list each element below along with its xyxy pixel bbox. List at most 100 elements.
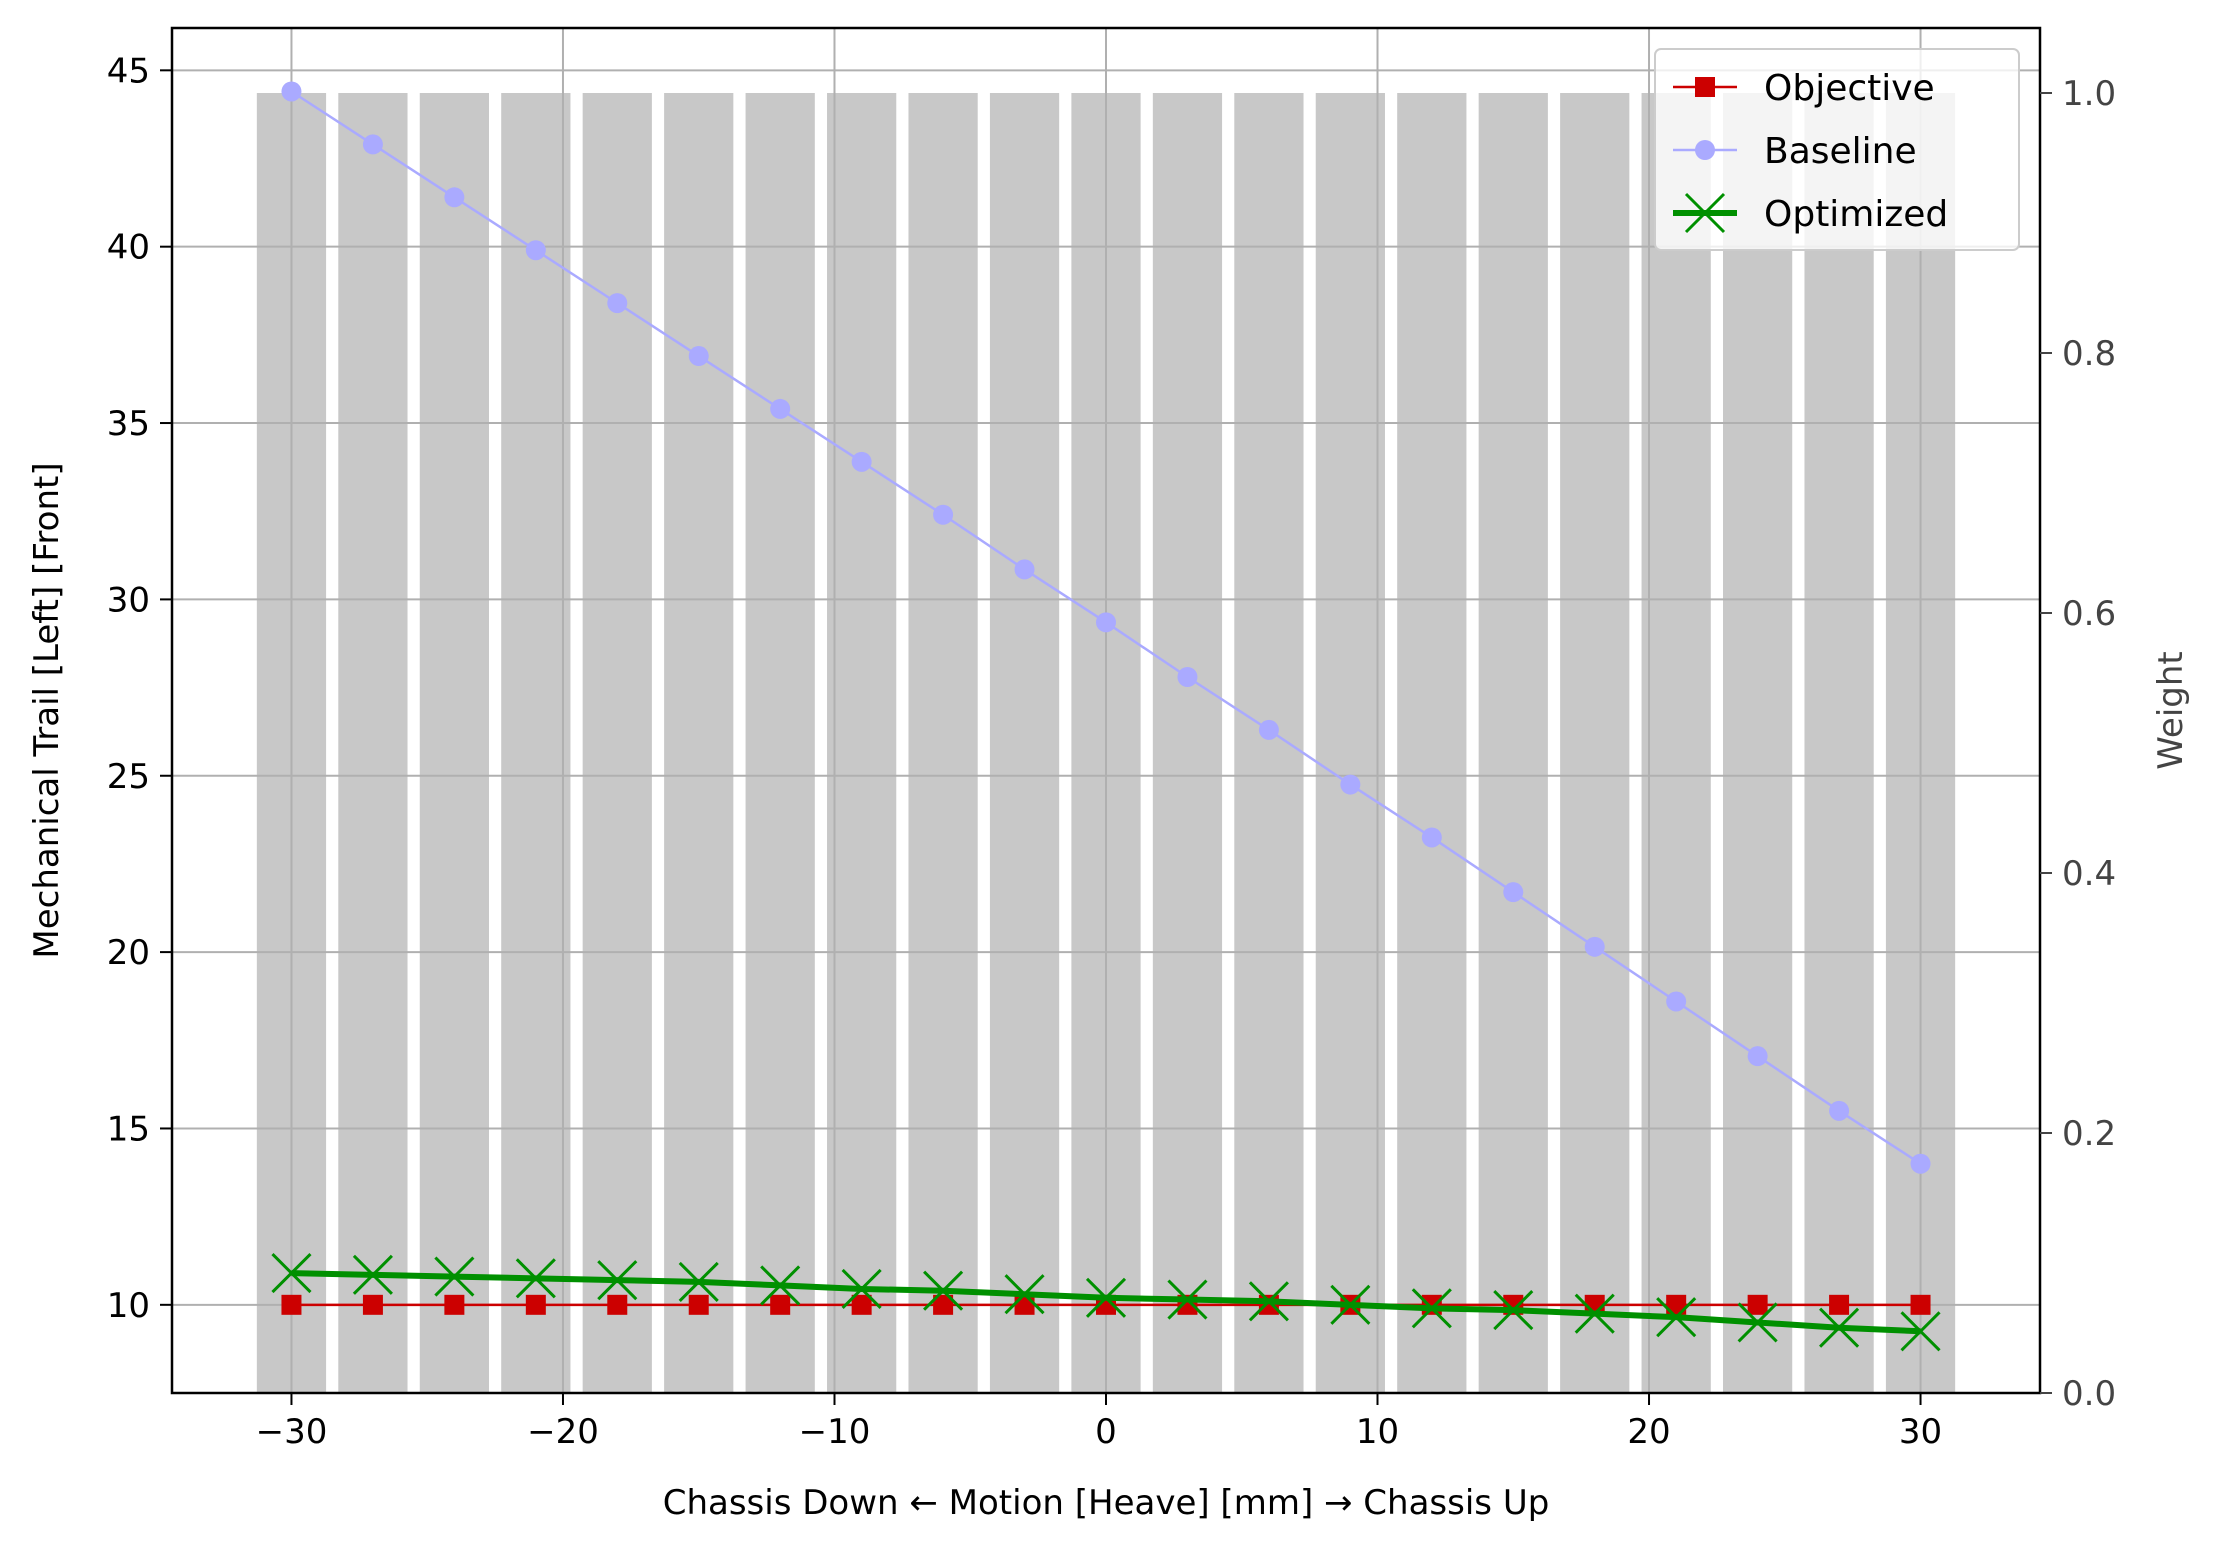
legend-marker-objective bbox=[1695, 77, 1715, 97]
optimized-point-stroke bbox=[841, 1268, 882, 1310]
weight-bar bbox=[1397, 93, 1467, 1393]
y2-tick-label: 0.4 bbox=[2062, 854, 2116, 894]
y-tick-label: 25 bbox=[107, 757, 150, 797]
optimized-point bbox=[1900, 1311, 1941, 1352]
optimized-point bbox=[1167, 1279, 1208, 1320]
y-tick-label: 15 bbox=[107, 1109, 150, 1149]
weight-bar bbox=[419, 93, 489, 1393]
optimized-point bbox=[1330, 1284, 1371, 1325]
weight-bars bbox=[256, 93, 1956, 1393]
weight-bar bbox=[745, 93, 815, 1393]
weight-bar bbox=[1234, 93, 1304, 1393]
baseline-point bbox=[1829, 1100, 1850, 1121]
legend-label-baseline: Baseline bbox=[1764, 131, 1917, 172]
optimized-point bbox=[1004, 1274, 1045, 1315]
x-tick-label: 20 bbox=[1627, 1412, 1670, 1452]
optimized-point-stroke bbox=[678, 1261, 719, 1302]
data-series bbox=[271, 81, 1941, 1352]
objective-point bbox=[1829, 1294, 1850, 1315]
weight-bar bbox=[338, 93, 408, 1393]
y-tick-label: 10 bbox=[107, 1286, 150, 1326]
optimized-point-stroke bbox=[1574, 1293, 1615, 1334]
optimized-point bbox=[1656, 1297, 1697, 1338]
y-tick-label: 40 bbox=[107, 228, 150, 268]
optimized-point-stroke bbox=[1656, 1297, 1697, 1338]
optimized-point-stroke bbox=[1737, 1302, 1778, 1343]
legend-label-optimized: Optimized bbox=[1764, 194, 1948, 235]
optimized-point-stroke bbox=[1493, 1290, 1534, 1331]
grid-lines bbox=[172, 28, 2040, 1393]
objective-point bbox=[1258, 1294, 1279, 1315]
x-tick-label: 0 bbox=[1095, 1412, 1117, 1452]
optimized-point-stroke bbox=[352, 1254, 393, 1295]
optimized-point bbox=[1737, 1302, 1778, 1343]
optimized-point bbox=[597, 1260, 638, 1301]
weight-bar bbox=[1804, 93, 1874, 1393]
optimized-point-stroke bbox=[271, 1253, 312, 1294]
legend-label-objective: Objective bbox=[1764, 68, 1935, 109]
weight-bar bbox=[1641, 93, 1711, 1393]
baseline-point bbox=[770, 398, 791, 419]
x-tick-label: −10 bbox=[799, 1412, 871, 1452]
y2-tick-label: 0.0 bbox=[2062, 1374, 2116, 1414]
weight-bar bbox=[827, 93, 897, 1393]
baseline-point bbox=[1340, 774, 1361, 795]
optimized-point-stroke bbox=[597, 1260, 638, 1301]
optimized-point bbox=[923, 1270, 964, 1311]
y-tick-label: 30 bbox=[107, 580, 150, 620]
optimized-point-stroke bbox=[760, 1265, 801, 1306]
baseline-series bbox=[281, 81, 1931, 1174]
optimized-point bbox=[841, 1268, 882, 1310]
optimized-point-stroke bbox=[1248, 1281, 1289, 1322]
objective-point bbox=[851, 1294, 872, 1315]
objective-point bbox=[688, 1294, 709, 1315]
objective-point bbox=[362, 1294, 383, 1315]
y-tick-label: 20 bbox=[107, 933, 150, 973]
optimized-point-stroke bbox=[1330, 1284, 1371, 1325]
y2-axis-label: Weight bbox=[2151, 651, 2191, 769]
x-tick-label: −20 bbox=[527, 1412, 599, 1452]
baseline-point bbox=[1096, 612, 1116, 633]
baseline-point bbox=[688, 346, 709, 367]
baseline-point bbox=[933, 504, 954, 525]
optimized-point-stroke bbox=[434, 1256, 475, 1297]
optimized-series bbox=[271, 1253, 1941, 1352]
baseline-point bbox=[1584, 936, 1605, 957]
optimized-point bbox=[271, 1253, 312, 1294]
objective-point bbox=[1014, 1294, 1035, 1315]
objective-point bbox=[281, 1294, 302, 1315]
objective-point bbox=[1910, 1294, 1931, 1315]
optimized-point bbox=[1248, 1281, 1289, 1322]
y2-tick-label: 1.0 bbox=[2062, 74, 2116, 114]
objective-point bbox=[607, 1294, 628, 1315]
legend-item-objective: Objective bbox=[1673, 68, 1935, 109]
y2-tick-label: 0.8 bbox=[2062, 334, 2116, 374]
legend-item-baseline: Baseline bbox=[1673, 131, 1917, 172]
legend-item-optimized: Optimized bbox=[1673, 192, 1948, 235]
optimized-point-stroke bbox=[1167, 1279, 1208, 1320]
optimized-point bbox=[515, 1258, 556, 1299]
weight-bar bbox=[1315, 93, 1385, 1393]
optimized-point-stroke bbox=[1819, 1307, 1860, 1348]
legend-box bbox=[1654, 48, 2020, 251]
optimized-point bbox=[1819, 1307, 1860, 1348]
optimized-point bbox=[434, 1256, 475, 1297]
weight-bar bbox=[1152, 93, 1223, 1393]
x-axis-label: Chassis Down ← Motion [Heave] [mm] → Cha… bbox=[663, 1483, 1550, 1523]
y2-tick-label: 0.2 bbox=[2062, 1114, 2116, 1154]
x-tick-label: 30 bbox=[1899, 1412, 1942, 1452]
baseline-point bbox=[1503, 882, 1524, 903]
baseline-point bbox=[1258, 719, 1279, 740]
optimized-point bbox=[760, 1265, 801, 1306]
legend: Objective Baseline Optimized bbox=[1654, 48, 2020, 251]
optimized-point-stroke bbox=[1004, 1274, 1045, 1315]
optimized-point-stroke bbox=[1411, 1288, 1452, 1329]
baseline-point bbox=[362, 134, 383, 155]
legend-marker-optimized bbox=[1684, 192, 1726, 234]
baseline-point bbox=[1666, 991, 1687, 1012]
weight-bar bbox=[1560, 93, 1630, 1393]
optimized-point bbox=[678, 1261, 719, 1302]
baseline-point bbox=[444, 187, 465, 208]
objective-point bbox=[933, 1294, 954, 1315]
